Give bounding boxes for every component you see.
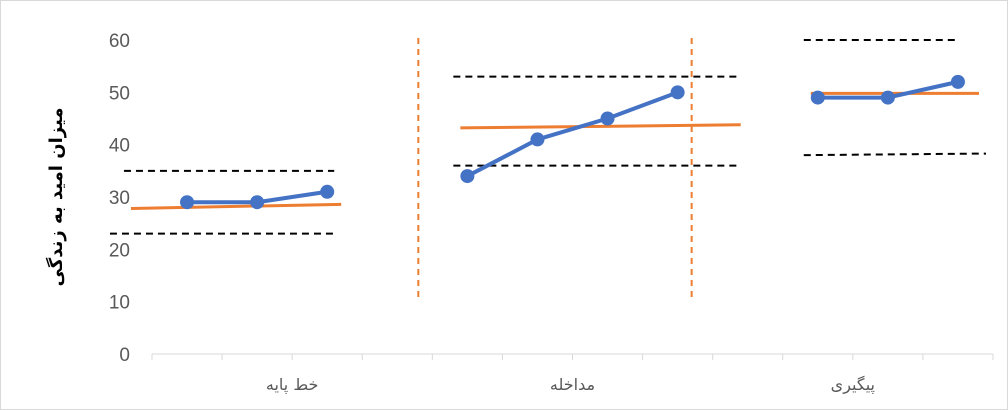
- data-point: [530, 132, 545, 147]
- y-tick-label: 30: [109, 188, 130, 209]
- series-line: [466, 90, 679, 178]
- trend-line: [460, 123, 741, 130]
- y-tick-label: 50: [109, 83, 130, 104]
- y-tick-label: 40: [109, 136, 130, 157]
- trend-layer: [130, 91, 979, 211]
- x-category-label: پیگیری: [831, 375, 875, 395]
- axis-layer: [151, 353, 994, 360]
- y-tick-label: 10: [109, 293, 130, 314]
- y-axis-title: میزان امید به زندگی: [45, 108, 67, 287]
- data-point: [880, 90, 895, 105]
- data-point: [600, 111, 615, 126]
- band-layer: [109, 39, 987, 235]
- data-point: [810, 90, 825, 105]
- band-lower-line: [803, 152, 987, 157]
- data-point: [180, 195, 195, 210]
- series-layer: [180, 74, 965, 210]
- data-point: [250, 195, 265, 210]
- label-layer: میزان امید به زندگی 0 10 20 30 40 50 60 خط پایه…: [45, 31, 875, 395]
- x-category-label: مداخله: [550, 375, 595, 394]
- data-point: [460, 169, 475, 184]
- data-point: [950, 74, 965, 89]
- trend-line: [130, 202, 342, 211]
- data-point: [320, 184, 335, 199]
- y-tick-label: 60: [109, 31, 130, 52]
- x-category-label: خط پایه: [266, 375, 319, 395]
- y-tick-label: 0: [119, 345, 130, 366]
- data-point: [670, 85, 685, 100]
- y-tick-label: 20: [109, 240, 130, 261]
